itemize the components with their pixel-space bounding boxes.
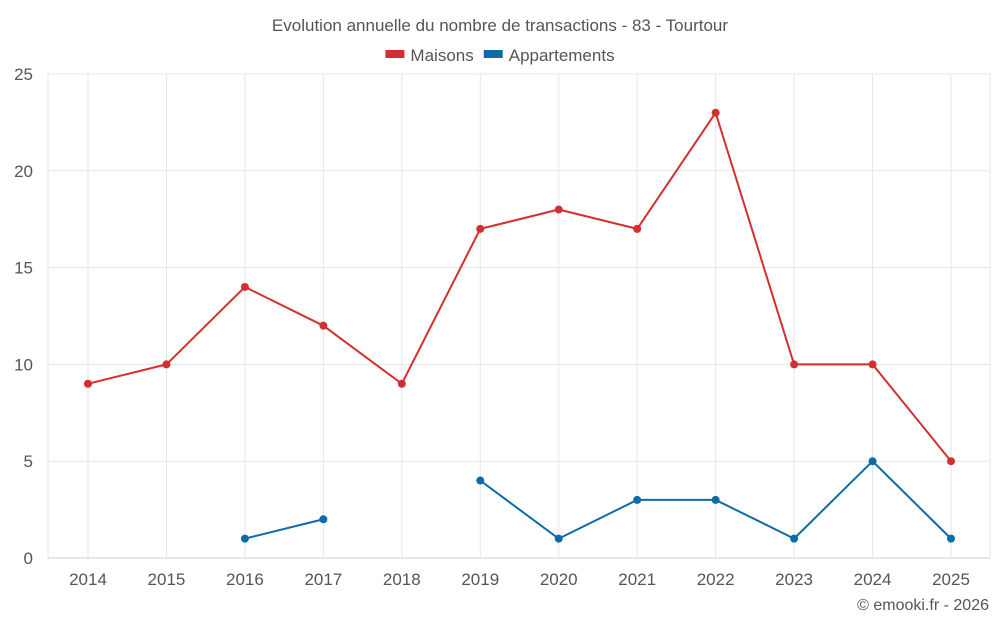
data-point[interactable] <box>711 495 720 504</box>
y-tick-label: 0 <box>24 549 33 568</box>
series-line <box>244 518 324 540</box>
legend-label: Appartements <box>509 46 615 65</box>
y-tick-label: 10 <box>14 355 33 374</box>
legend: Maisons Appartements <box>385 46 615 65</box>
grid <box>47 73 991 559</box>
data-point[interactable] <box>162 360 171 369</box>
data-point[interactable] <box>868 457 877 466</box>
data-point[interactable] <box>397 379 406 388</box>
x-tick-label: 2014 <box>69 570 107 589</box>
x-tick-label: 2021 <box>618 570 656 589</box>
data-point[interactable] <box>633 495 642 504</box>
x-tick-label: 2017 <box>304 570 342 589</box>
data-point[interactable] <box>554 205 563 214</box>
data-point[interactable] <box>633 224 642 233</box>
x-tick-label: 2020 <box>540 570 578 589</box>
legend-swatch <box>385 50 405 58</box>
data-point[interactable] <box>868 360 877 369</box>
data-point[interactable] <box>476 476 485 485</box>
x-tick-label: 2015 <box>148 570 186 589</box>
legend-item-appartements[interactable]: Appartements <box>483 46 615 65</box>
x-tick-label: 2022 <box>697 570 735 589</box>
x-tick-label: 2025 <box>932 570 970 589</box>
legend-item-maisons[interactable]: Maisons <box>385 46 474 65</box>
data-point[interactable] <box>947 534 955 543</box>
y-tick-label: 25 <box>14 65 33 84</box>
series-appartements <box>240 457 955 543</box>
data-point[interactable] <box>240 282 249 291</box>
data-point[interactable] <box>319 515 328 524</box>
data-point[interactable] <box>790 360 799 369</box>
x-axis: 2014 2015 2016 2017 2018 2019 2020 2021 2022 2023… <box>69 570 970 589</box>
y-tick-label: 15 <box>14 259 33 278</box>
data-point[interactable] <box>790 534 799 543</box>
y-axis: 0 5 10 15 20 25 <box>14 65 33 568</box>
data-point[interactable] <box>947 457 955 466</box>
data-point[interactable] <box>240 534 249 543</box>
series-layer <box>84 108 955 543</box>
series-maisons <box>84 108 955 466</box>
series-line <box>87 111 952 462</box>
legend-label: Maisons <box>410 46 473 65</box>
x-tick-label: 2023 <box>775 570 813 589</box>
x-tick-label: 2018 <box>383 570 421 589</box>
x-tick-label: 2024 <box>854 570 892 589</box>
data-point[interactable] <box>476 224 485 233</box>
data-point[interactable] <box>711 108 720 117</box>
x-tick-label: 2019 <box>461 570 499 589</box>
y-tick-label: 5 <box>24 452 33 471</box>
chart-title: Evolution annuelle du nombre de transact… <box>272 16 728 35</box>
legend-swatch <box>483 50 503 58</box>
y-tick-label: 20 <box>14 162 33 181</box>
copyright-text: © emooki.fr - 2026 <box>857 597 989 614</box>
data-point[interactable] <box>554 534 563 543</box>
data-point[interactable] <box>319 321 328 330</box>
data-point[interactable] <box>84 379 92 388</box>
x-tick-label: 2016 <box>226 570 264 589</box>
